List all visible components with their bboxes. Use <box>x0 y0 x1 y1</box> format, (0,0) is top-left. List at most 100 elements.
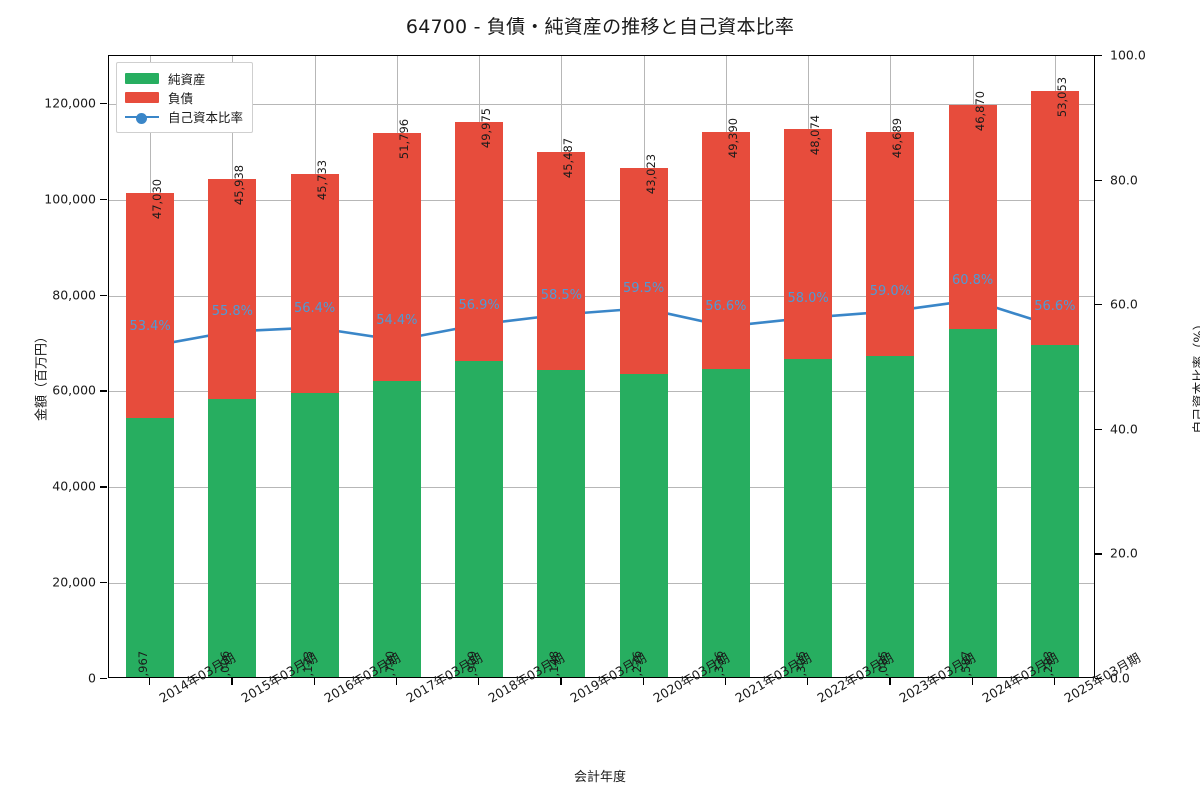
x-axis-label: 会計年度 <box>573 770 626 785</box>
legend-item[interactable]: 純資産 <box>125 69 243 88</box>
x-axis-tick-mark <box>231 678 233 685</box>
bar-segment-liabilities[interactable]: 45,487 <box>537 137 586 370</box>
bar-stack[interactable]: 69,283 53,053 <box>1030 77 1079 677</box>
bar-segment-net-assets[interactable]: 66,305 <box>784 359 833 677</box>
bar-value-label: 47,030 <box>150 178 165 220</box>
gridline-horizontal <box>109 391 1094 393</box>
y-axis-tick-mark-left <box>100 102 107 105</box>
bar-segment-net-assets[interactable]: 61,790 <box>372 380 421 677</box>
x-axis-tick-label: 2016年03月期 <box>320 650 402 706</box>
ratio-line-series <box>144 294 1061 353</box>
x-axis-tick-label: 2014年03月期 <box>155 650 238 706</box>
gridline-horizontal <box>109 295 1094 297</box>
y-axis-tick-label-right: 40.0 <box>1110 421 1138 437</box>
bar-segment-net-assets[interactable]: 64,336 <box>701 368 750 677</box>
ratio-value-label: 55.8% <box>211 304 254 320</box>
bar-segment-net-assets[interactable]: 67,085 <box>866 355 915 677</box>
bar-segment-liabilities[interactable]: 49,390 <box>701 118 750 369</box>
bar-segment-net-assets[interactable]: 64,148 <box>537 369 586 677</box>
y-axis-tick-label-left: 20,000 <box>52 574 96 590</box>
bar-stack[interactable]: 64,148 45,487 <box>537 137 586 677</box>
y-axis-tick-label-left: 60,000 <box>52 382 96 398</box>
bar-stack[interactable]: 58,006 45,938 <box>208 165 257 677</box>
bar-segment-net-assets[interactable]: 65,909 <box>455 361 504 677</box>
bar-segment-liabilities[interactable]: 47,030 <box>126 179 175 419</box>
bar-segment-net-assets[interactable]: 58,006 <box>208 399 257 677</box>
bar-stack[interactable]: 65,909 49,975 <box>455 108 504 677</box>
ratio-value-label: 59.5% <box>622 281 665 297</box>
y-axis-tick-mark-left <box>100 294 107 296</box>
bar-segment-liabilities[interactable]: 46,870 <box>948 90 997 330</box>
y-axis-tick-mark-left <box>100 390 107 392</box>
gridline-horizontal <box>109 487 1094 489</box>
bar-segment-net-assets[interactable]: 53,967 <box>126 418 175 678</box>
y-axis-right-label: 自己資本比率（%） <box>1192 317 1200 434</box>
ratio-value-label: 56.6% <box>1034 299 1076 315</box>
ratio-value-label: 56.6% <box>705 299 747 315</box>
x-axis-tick-label: 2024年03月期 <box>978 650 1060 706</box>
x-axis-tick-mark <box>395 678 398 685</box>
ratio-value-label: 60.8% <box>951 273 994 289</box>
y-axis-tick-label-right: 20.0 <box>1110 545 1138 561</box>
bar-segment-liabilities[interactable]: 43,023 <box>619 153 668 374</box>
y-axis-tick-label-left: 0 <box>88 670 96 686</box>
y-axis-tick-mark-right <box>1095 428 1102 431</box>
y-axis-tick-label-left: 80,000 <box>52 287 96 303</box>
bar-stack[interactable]: 64,336 49,390 <box>701 118 750 677</box>
bar-value-label: 46,870 <box>972 90 987 131</box>
legend-swatch-icon <box>125 92 159 103</box>
bar-segment-liabilities[interactable]: 45,733 <box>290 160 339 394</box>
y-axis-tick-mark-right <box>1095 304 1102 306</box>
bar-value-label: 53,053 <box>1054 76 1069 117</box>
legend-item[interactable]: 負債 <box>125 88 243 107</box>
ratio-value-label: 54.4% <box>376 313 418 329</box>
x-axis-tick-mark <box>149 678 151 685</box>
bar-stack[interactable]: 72,587 46,870 <box>948 90 997 677</box>
y-axis-tick-label-left: 120,000 <box>44 95 96 111</box>
legend-item-label: 純資産 <box>168 72 206 87</box>
bar-stack[interactable]: 61,790 51,796 <box>372 119 421 677</box>
bar-stack[interactable]: 59,173 45,733 <box>290 160 339 677</box>
x-axis-tick-mark <box>478 678 480 685</box>
gridline-horizontal <box>109 583 1094 585</box>
y-axis-tick-label-left: 100,000 <box>44 191 96 207</box>
bar-segment-liabilities[interactable]: 49,975 <box>455 108 504 362</box>
legend-item-label: 自己資本比率 <box>168 110 244 125</box>
legend-item[interactable]: 自己資本比率 <box>125 107 243 126</box>
bar-value-label: 45,487 <box>561 137 576 178</box>
bar-segment-liabilities[interactable]: 48,074 <box>784 115 833 360</box>
bar-stack[interactable]: 66,305 48,074 <box>784 115 833 677</box>
y-axis-tick-label-right: 80.0 <box>1110 172 1138 188</box>
bar-segment-net-assets[interactable]: 59,173 <box>290 393 339 677</box>
bar-value-label: 49,390 <box>725 117 740 159</box>
bar-stack[interactable]: 67,085 46,689 <box>866 118 915 677</box>
bar-segment-net-assets[interactable]: 63,276 <box>619 373 668 677</box>
bar-value-label: 43,023 <box>643 153 658 194</box>
y-axis-tick-mark-left <box>100 486 107 488</box>
bar-value-label: 45,938 <box>232 164 247 206</box>
x-axis-tick-label: 2018年03月期 <box>484 650 567 706</box>
x-axis-tick-mark <box>560 678 562 685</box>
bar-stack[interactable]: 63,276 43,023 <box>619 153 668 677</box>
bar-stack[interactable]: 53,967 47,030 <box>126 179 175 678</box>
y-axis-tick-mark-right <box>1095 179 1102 181</box>
legend-item-label: 負債 <box>168 91 194 106</box>
x-axis-tick-label: 2019年03月期 <box>566 650 649 706</box>
page-title: 64700 - 負債・純資産の推移と自己資本比率 <box>405 16 795 38</box>
x-axis-tick-mark <box>1053 678 1056 685</box>
bar-value-label: 48,074 <box>808 114 823 155</box>
bar-segment-liabilities[interactable]: 51,796 <box>372 119 421 381</box>
ratio-value-label: 59.0% <box>869 284 912 300</box>
bar-value-label: 46,689 <box>890 117 905 158</box>
bar-value-label: 53,967 <box>136 650 151 678</box>
bar-segment-liabilities[interactable]: 46,689 <box>866 118 915 356</box>
bar-segment-liabilities[interactable]: 53,053 <box>1030 77 1079 345</box>
bar-value-label: 45,733 <box>314 160 329 201</box>
y-axis-tick-label-right: 0.0 <box>1110 670 1130 686</box>
y-axis-tick-mark-left <box>100 678 107 680</box>
bar-segment-net-assets[interactable]: 69,283 <box>1030 344 1079 677</box>
bar-segment-liabilities[interactable]: 45,938 <box>208 165 257 400</box>
x-axis-tick-mark <box>313 678 315 685</box>
bar-value-label: 49,975 <box>479 107 494 148</box>
bar-segment-net-assets[interactable]: 72,587 <box>948 329 997 677</box>
